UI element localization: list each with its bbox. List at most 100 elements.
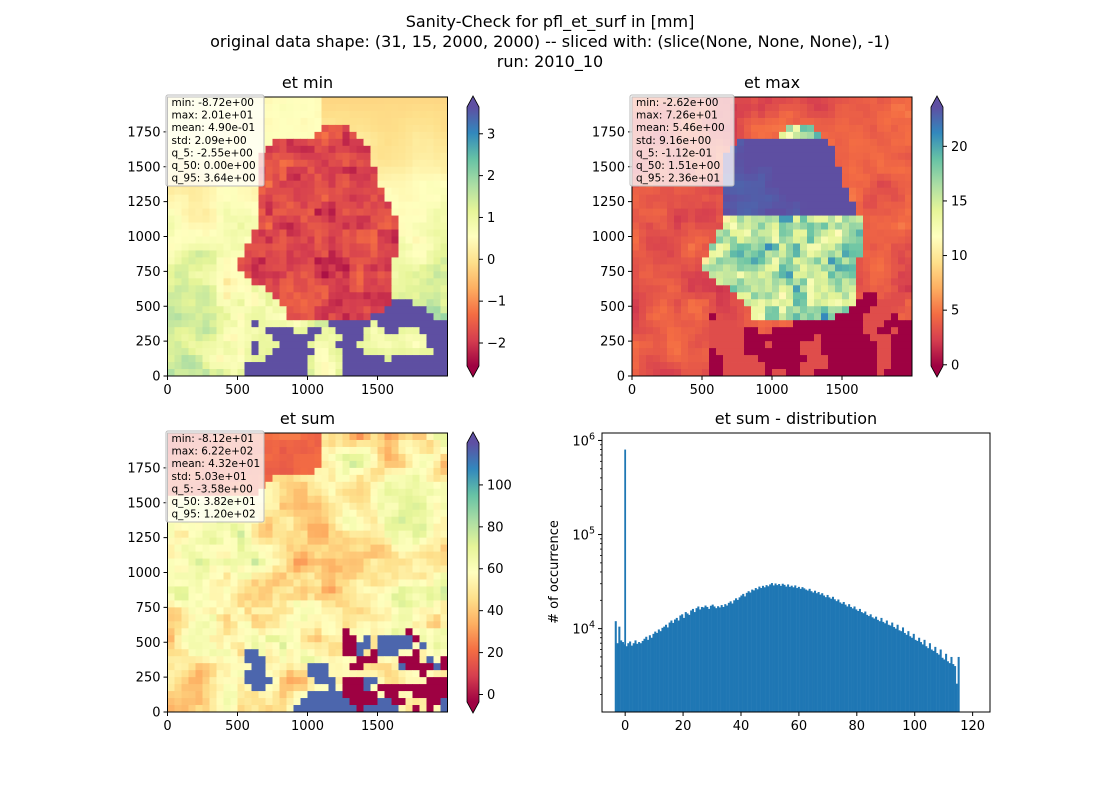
heatmap-cell [765, 334, 773, 342]
heatmap-cell [300, 635, 308, 643]
heatmap-cell [335, 250, 343, 258]
heatmap-cell [737, 166, 745, 175]
heatmap-cell [377, 516, 385, 525]
heatmap-cell [167, 306, 175, 314]
heatmap-cell [877, 194, 885, 203]
heatmap-cell [265, 614, 273, 622]
heatmap-cell [905, 187, 913, 196]
heatmap-cell [258, 215, 266, 223]
heatmap-cell [835, 194, 843, 203]
heatmap-cell [426, 348, 434, 356]
heatmap-cell [167, 642, 175, 650]
heatmap-cell [674, 236, 682, 244]
heatmap-cell [244, 327, 252, 335]
heatmap-cell [202, 579, 210, 587]
heatmap-cell [349, 285, 357, 293]
heatmap-cell [870, 110, 878, 119]
heatmap-cell [646, 201, 654, 210]
heatmap-cell [779, 194, 787, 203]
heatmap-cell [688, 292, 696, 300]
heatmap-cell [772, 222, 780, 230]
x-axis: 0 500 1000 1500 [163, 376, 394, 398]
heatmap-cell [688, 299, 696, 307]
heatmap-cell [244, 222, 252, 230]
heatmap-cell [632, 229, 640, 237]
heatmap-cell [223, 327, 231, 335]
heatmap-cell [440, 523, 448, 532]
heatmap-cell [653, 264, 661, 272]
heatmap-cell [195, 187, 203, 196]
heatmap-cell [244, 292, 252, 300]
heatmap-cell [377, 663, 385, 671]
heatmap-cell [391, 523, 399, 532]
heatmap-cell [440, 222, 448, 230]
heatmap-cell [877, 257, 885, 265]
heatmap-cell [314, 614, 322, 622]
heatmap-cell [286, 516, 294, 525]
heatmap-cell [167, 299, 175, 307]
heatmap-cell [167, 250, 175, 258]
heatmap-cell [877, 229, 885, 237]
stats-line: max: 7.26e+01 [636, 110, 718, 122]
heatmap-cell [356, 131, 364, 140]
heatmap-cell [279, 586, 287, 594]
heatmap-cell [314, 460, 322, 469]
heatmap-cell [391, 677, 399, 685]
heatmap-cell [223, 642, 231, 650]
heatmap-cell [167, 572, 175, 580]
heatmap-cell [279, 523, 287, 532]
heatmap-cell [293, 677, 301, 685]
heatmap-cell [356, 180, 364, 189]
heatmap-cell [167, 628, 175, 636]
heatmap-cell [821, 117, 829, 126]
histogram-bar [618, 626, 621, 712]
heatmap-cell [779, 369, 787, 377]
heatmap-cell [223, 278, 231, 286]
heatmap-cell [405, 208, 413, 216]
heatmap-cell [660, 250, 668, 258]
heatmap-cell [293, 433, 301, 441]
heatmap-cell [328, 488, 336, 497]
heatmap-cell [209, 691, 217, 699]
heatmap-cell [660, 243, 668, 251]
heatmap-cell [202, 208, 210, 216]
heatmap-cell [821, 292, 829, 300]
heatmap-cell [384, 208, 392, 216]
heatmap-cell [216, 327, 224, 335]
heatmap-cell [265, 131, 273, 140]
stats-line: min: -8.12e+01 [172, 433, 254, 445]
heatmap-cell [356, 166, 364, 175]
heatmap-cell [293, 516, 301, 525]
heatmap-cell [405, 579, 413, 587]
heatmap-cell [751, 292, 759, 300]
heatmap-cell [405, 369, 413, 377]
heatmap-cell [307, 152, 315, 161]
heatmap-cell [174, 600, 182, 608]
heatmap-cell [314, 362, 322, 370]
heatmap-cell [223, 593, 231, 601]
heatmap-cell [230, 278, 238, 286]
heatmap-cell [426, 586, 434, 594]
heatmap-cell [744, 369, 752, 377]
heatmap-cell [751, 271, 759, 279]
heatmap-cell [384, 705, 392, 713]
heatmap-cell [898, 194, 906, 203]
heatmap-cell [335, 502, 343, 511]
heatmap-cell [209, 586, 217, 594]
heatmap-cell [370, 488, 378, 497]
heatmap-cell [384, 691, 392, 699]
heatmap-cell [328, 138, 336, 147]
heatmap-cell [891, 285, 899, 293]
heatmap-cell [870, 152, 878, 161]
heatmap-cell [251, 257, 259, 265]
heatmap-cell [384, 474, 392, 483]
heatmap-cell [321, 369, 329, 377]
heatmap-cell [328, 579, 336, 587]
heatmap-cell [751, 229, 759, 237]
heatmap-cell [265, 474, 273, 483]
heatmap-cell [377, 551, 385, 559]
histogram-bar [621, 642, 624, 712]
heatmap-cell [898, 138, 906, 147]
heatmap-cell [265, 502, 273, 511]
